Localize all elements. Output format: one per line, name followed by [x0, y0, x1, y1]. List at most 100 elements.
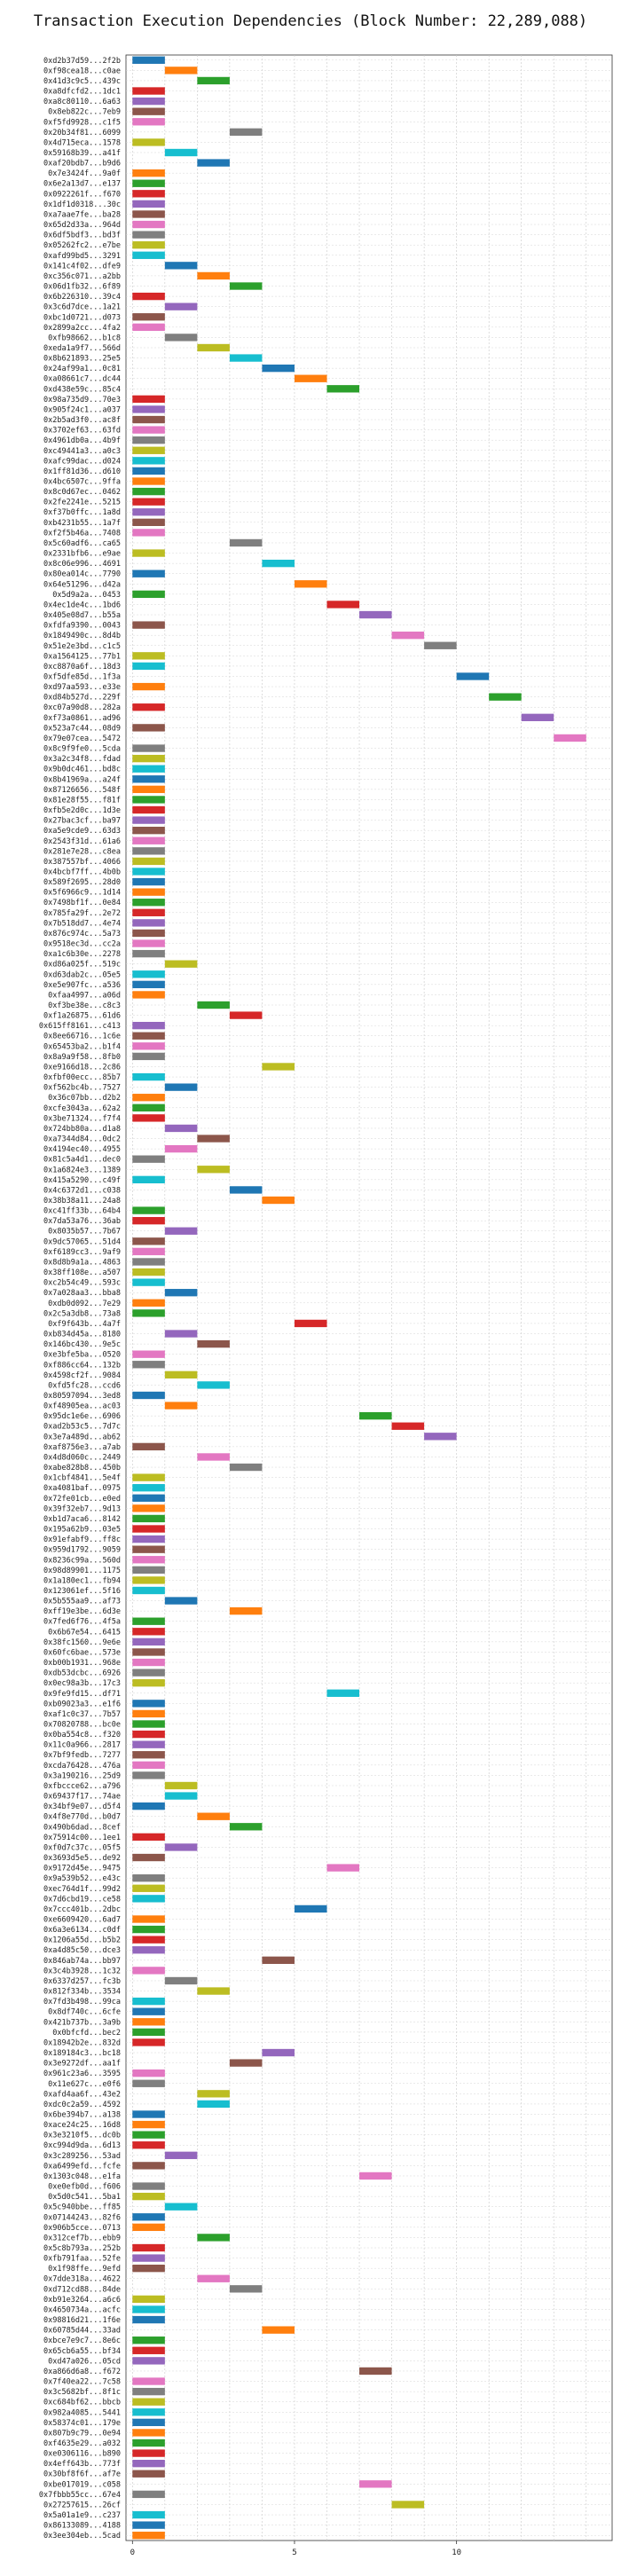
y-tick-label: 0xfb98662...b1c8	[48, 334, 121, 342]
bar	[132, 868, 165, 876]
bar	[132, 857, 165, 866]
bar	[132, 980, 165, 989]
y-tick-label: 0x9518ec3d...cc2a	[43, 940, 121, 949]
y-tick-label: 0x60fc6bae...573e	[43, 1648, 121, 1657]
y-tick-label: 0x3702ef63...63fd	[43, 427, 121, 436]
bar	[229, 1463, 263, 1472]
y-tick-label: 0x38b38a11...24a8	[43, 1197, 121, 1206]
bar	[229, 282, 263, 290]
bar	[132, 1740, 165, 1748]
bar	[132, 87, 165, 95]
bar	[424, 1433, 457, 1441]
y-tick-label: 0xbce7e9c7...8e6c	[43, 2336, 121, 2345]
y-tick-label: 0xc356c071...a2bb	[43, 272, 121, 281]
y-tick-label: 0xad2b53c5...7d7c	[43, 1423, 121, 1432]
bar	[132, 1103, 165, 1111]
y-tick-label: 0x615ff8161...c413	[39, 1022, 121, 1031]
bar	[164, 1227, 198, 1235]
bar	[294, 580, 327, 588]
bar	[229, 354, 263, 362]
y-tick-label: 0xf886cc64...132b	[43, 1361, 121, 1370]
y-tick-label: 0x98a735d9...70e3	[43, 396, 121, 404]
bar	[132, 1679, 165, 1687]
y-tick-label: 0xeda1a9f7...566d	[43, 344, 121, 353]
bar	[132, 888, 165, 896]
y-tick-label: 0x3ee304eb...5cad	[43, 2532, 121, 2541]
y-tick-label: 0x1f98ffe...9efd	[48, 2265, 121, 2274]
y-tick-label: 0x3e3210f5...dc0b	[43, 2132, 121, 2140]
bar	[132, 292, 165, 301]
bar	[132, 908, 165, 916]
y-tick-label: 0x4ec1de4c...1bd6	[43, 601, 121, 609]
bar	[132, 2346, 165, 2354]
bar	[164, 2151, 198, 2159]
bar	[132, 1072, 165, 1081]
bar	[164, 1597, 198, 1605]
bar	[132, 467, 165, 475]
y-tick-label: 0x38fc1560...9e6e	[43, 1638, 121, 1647]
bar	[132, 2418, 165, 2427]
bar	[132, 2510, 165, 2519]
y-tick-label: 0xfbccce62...a796	[43, 1782, 121, 1791]
y-tick-label: 0x4eff643b...773f	[43, 2460, 121, 2469]
y-tick-label: 0x3c5682bf...8f1c	[43, 2388, 121, 2397]
bar	[132, 970, 165, 978]
bar	[164, 334, 198, 342]
y-tick-label: 0xf37b0ffc...1a8d	[43, 508, 121, 517]
bar	[132, 1206, 165, 1214]
y-tick-label: 0x86133089...4188	[43, 2522, 121, 2531]
bar	[132, 949, 165, 958]
y-tick-label: 0x5c8b793a...252b	[43, 2244, 121, 2253]
bar	[197, 1812, 230, 1820]
bar	[132, 487, 165, 496]
y-tick-label: 0xf98cea18...c0ae	[43, 67, 121, 75]
bar	[132, 2429, 165, 2437]
y-tick-label: 0xfd5fc28...ccd6	[48, 1381, 121, 1390]
y-tick-label: 0xe3bfe5ba...0520	[43, 1351, 121, 1360]
bar	[262, 2326, 295, 2334]
y-tick-label: 0x2b5ad3f0...ac8f	[43, 416, 121, 425]
y-tick-label: 0x59168b39...a41f	[43, 149, 121, 158]
bar	[164, 1083, 198, 1091]
bar	[132, 785, 165, 794]
y-tick-label: 0xf3be38e...c8c3	[48, 1001, 121, 1010]
bar	[132, 816, 165, 824]
y-tick-label: 0x7b518dd7...4e74	[43, 919, 121, 928]
y-tick-label: 0x80ea014c...7790	[43, 570, 121, 579]
y-tick-label: 0xc684bf62...bbcb	[43, 2399, 121, 2407]
y-tick-label: 0xa4081baf...0975	[43, 1484, 121, 1493]
y-tick-label: 0xe6609420...6ad7	[43, 1916, 121, 1925]
bar	[132, 682, 165, 691]
bar	[132, 2470, 165, 2478]
y-tick-label: 0x2331bfb6...e9ae	[43, 550, 121, 559]
bar	[359, 2367, 392, 2376]
bar	[132, 1915, 165, 1923]
y-tick-label: 0x4961db0a...4b9f	[43, 436, 121, 445]
bar	[132, 724, 165, 732]
y-tick-label: 0xf5fd9928...c1f5	[43, 118, 121, 127]
bar	[164, 67, 198, 75]
y-tick-label: 0x1a6824e3...1389	[43, 1166, 121, 1174]
bar	[197, 1453, 230, 1461]
y-tick-label: 0x81c5a4d1...dec0	[43, 1156, 121, 1165]
y-tick-label: 0x421b737b...3a9b	[43, 2018, 121, 2027]
y-tick-label: 0xa8c80110...6a63	[43, 98, 121, 106]
bar	[132, 405, 165, 413]
y-tick-label: 0x7fed6f76...4f5a	[43, 1618, 121, 1627]
x-tick-label: 5	[292, 2549, 296, 2557]
bar	[197, 2090, 230, 2098]
y-tick-label: 0x2543f31d...61a6	[43, 837, 121, 846]
y-tick-label: 0x9b0dc461...bd8c	[43, 766, 121, 774]
bar	[294, 1319, 327, 1328]
y-tick-label: 0x65453ba2...b1f4	[43, 1042, 121, 1051]
y-tick-label: 0x9dc57065...51d4	[43, 1237, 121, 1246]
bar	[489, 693, 522, 701]
bar	[132, 991, 165, 999]
plot-frame	[125, 54, 613, 2541]
bar	[164, 262, 198, 270]
bar	[132, 652, 165, 660]
bar	[132, 1494, 165, 1502]
y-tick-label: 0x1206a55d...b5b2	[43, 1936, 121, 1945]
bar	[132, 231, 165, 239]
y-tick-label: 0x5b555aa9...af73	[43, 1598, 121, 1606]
